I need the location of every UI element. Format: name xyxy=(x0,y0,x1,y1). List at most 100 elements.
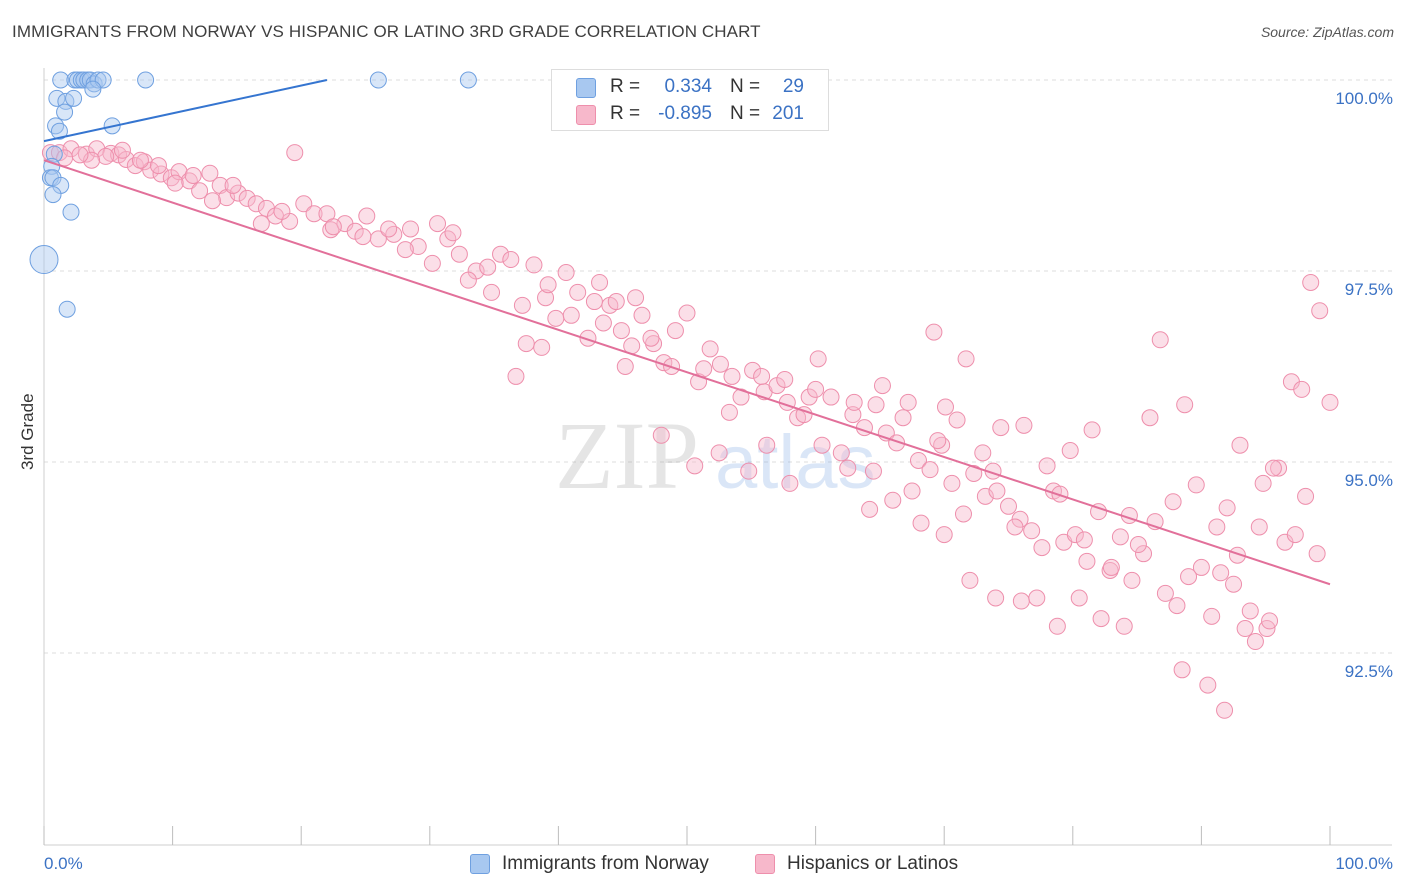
data-point-hispanic[interactable] xyxy=(1270,459,1288,477)
data-point-hispanic[interactable] xyxy=(579,329,597,347)
data-point-hispanic[interactable] xyxy=(744,361,762,379)
data-point-hispanic[interactable] xyxy=(1321,393,1339,411)
data-point-hispanic[interactable] xyxy=(1308,545,1326,563)
data-point-hispanic[interactable] xyxy=(894,409,912,427)
data-point-hispanic[interactable] xyxy=(149,157,167,175)
data-point-hispanic[interactable] xyxy=(459,271,477,289)
data-point-hispanic[interactable] xyxy=(1164,493,1182,511)
data-point-hispanic[interactable] xyxy=(166,174,184,192)
data-point-hispanic[interactable] xyxy=(1192,558,1210,576)
data-point-hispanic[interactable] xyxy=(909,451,927,469)
data-point-hispanic[interactable] xyxy=(1038,457,1056,475)
data-point-hispanic[interactable] xyxy=(71,146,89,164)
data-point-hispanic[interactable] xyxy=(987,589,1005,607)
data-point-hispanic[interactable] xyxy=(1225,575,1243,593)
data-point-hispanic[interactable] xyxy=(1218,499,1236,517)
data-point-hispanic[interactable] xyxy=(1286,526,1304,544)
data-point-norway[interactable] xyxy=(44,186,62,204)
data-point-hispanic[interactable] xyxy=(695,360,713,378)
data-point-hispanic[interactable] xyxy=(1070,589,1088,607)
data-point-hispanic[interactable] xyxy=(1006,518,1024,536)
data-point-hispanic[interactable] xyxy=(1176,396,1194,414)
data-point-hispanic[interactable] xyxy=(943,474,961,492)
data-point-hispanic[interactable] xyxy=(1000,497,1017,515)
data-point-hispanic[interactable] xyxy=(322,221,340,239)
data-point-hispanic[interactable] xyxy=(642,329,660,347)
data-point-hispanic[interactable] xyxy=(273,202,291,220)
data-point-hispanic[interactable] xyxy=(409,238,427,256)
data-point-hispanic[interactable] xyxy=(1015,416,1033,434)
data-point-hispanic[interactable] xyxy=(97,147,115,165)
data-point-hispanic[interactable] xyxy=(839,459,857,477)
data-point-hispanic[interactable] xyxy=(867,396,885,414)
data-point-hispanic[interactable] xyxy=(224,176,242,194)
data-point-hispanic[interactable] xyxy=(324,218,342,236)
data-point-hispanic[interactable] xyxy=(62,140,80,158)
data-point-hispanic[interactable] xyxy=(781,474,799,492)
data-point-hispanic[interactable] xyxy=(286,144,304,162)
data-point-hispanic[interactable] xyxy=(1051,485,1069,503)
data-point-hispanic[interactable] xyxy=(884,491,902,509)
data-point-hispanic[interactable] xyxy=(562,306,580,324)
data-point-hispanic[interactable] xyxy=(929,432,947,450)
data-point-norway[interactable] xyxy=(369,71,387,89)
data-point-hispanic[interactable] xyxy=(948,411,966,429)
data-point-hispanic[interactable] xyxy=(965,464,983,482)
data-point-hispanic[interactable] xyxy=(1023,522,1041,540)
data-point-norway[interactable] xyxy=(68,71,86,89)
data-point-hispanic[interactable] xyxy=(594,314,612,332)
data-point-hispanic[interactable] xyxy=(758,436,776,454)
data-point-hispanic[interactable] xyxy=(1250,518,1268,536)
data-point-hispanic[interactable] xyxy=(525,256,543,274)
data-point-hispanic[interactable] xyxy=(113,141,131,159)
data-point-hispanic[interactable] xyxy=(616,358,634,375)
data-point-norway[interactable] xyxy=(50,122,68,140)
data-point-hispanic[interactable] xyxy=(396,241,414,259)
data-point-norway[interactable] xyxy=(65,89,83,107)
data-point-hispanic[interactable] xyxy=(992,419,1010,437)
data-point-hispanic[interactable] xyxy=(1151,331,1169,349)
data-point-hispanic[interactable] xyxy=(1297,487,1315,505)
data-point-hispanic[interactable] xyxy=(1246,633,1264,651)
data-point-hispanic[interactable] xyxy=(723,367,741,385)
source-credit[interactable]: Source: ZipAtlas.com xyxy=(1260,24,1394,40)
data-point-hispanic[interactable] xyxy=(1180,568,1198,586)
data-point-hispanic[interactable] xyxy=(1199,676,1217,694)
data-point-hispanic[interactable] xyxy=(1092,610,1110,628)
data-point-hispanic[interactable] xyxy=(936,398,954,416)
data-point-hispanic[interactable] xyxy=(184,167,202,184)
data-point-hispanic[interactable] xyxy=(899,393,917,411)
data-point-hispanic[interactable] xyxy=(845,393,863,411)
data-point-hispanic[interactable] xyxy=(1111,528,1129,546)
data-point-hispanic[interactable] xyxy=(537,289,555,307)
data-point-hispanic[interactable] xyxy=(1141,409,1159,427)
data-point-hispanic[interactable] xyxy=(711,355,729,373)
data-point-hispanic[interactable] xyxy=(776,370,794,388)
data-point-hispanic[interactable] xyxy=(873,377,891,395)
data-point-hispanic[interactable] xyxy=(117,150,135,168)
data-point-hispanic[interactable] xyxy=(1203,607,1221,625)
data-point-hispanic[interactable] xyxy=(1048,617,1066,635)
data-point-hispanic[interactable] xyxy=(1066,526,1084,544)
data-point-hispanic[interactable] xyxy=(354,228,372,246)
data-point-hispanic[interactable] xyxy=(1173,661,1191,679)
data-point-norway[interactable] xyxy=(29,245,59,275)
data-point-hispanic[interactable] xyxy=(450,245,468,263)
data-point-hispanic[interactable] xyxy=(1033,539,1051,557)
data-point-hispanic[interactable] xyxy=(444,224,462,242)
data-point-hispanic[interactable] xyxy=(513,296,531,314)
data-point-hispanic[interactable] xyxy=(533,338,551,356)
data-point-hispanic[interactable] xyxy=(1090,503,1108,521)
data-point-hispanic[interactable] xyxy=(358,207,376,225)
data-point-hispanic[interactable] xyxy=(247,195,265,213)
data-point-hispanic[interactable] xyxy=(1102,558,1120,576)
data-point-hispanic[interactable] xyxy=(1156,584,1174,602)
data-point-norway[interactable] xyxy=(137,71,155,89)
data-point-hispanic[interactable] xyxy=(1241,602,1259,620)
data-point-hispanic[interactable] xyxy=(483,283,501,301)
data-point-hispanic[interactable] xyxy=(1311,302,1329,320)
data-point-norway[interactable] xyxy=(84,80,102,98)
data-point-hispanic[interactable] xyxy=(864,462,882,480)
data-point-hispanic[interactable] xyxy=(492,245,510,263)
data-point-hispanic[interactable] xyxy=(1187,476,1205,494)
